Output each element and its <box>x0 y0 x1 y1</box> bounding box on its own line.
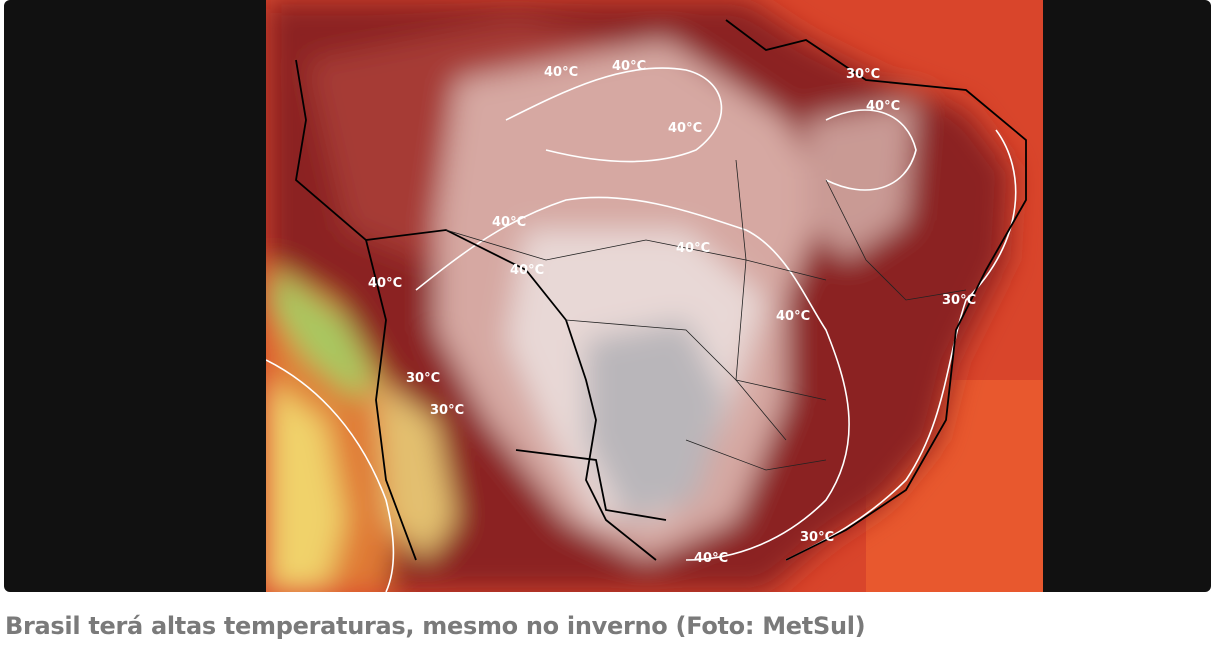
contour-label: 40°C <box>668 121 702 136</box>
borders <box>295 19 1027 561</box>
contour-label: 40°C <box>510 263 544 278</box>
temperature-map: 40°C 40°C 30°C 40°C 40°C 40°C 40°C 40°C 40°C 30°C… <box>266 0 1043 592</box>
contour-labels: 40°C 40°C 30°C 40°C 40°C 40°C 40°C 40°C 40°C 30°C… <box>368 59 976 566</box>
contour-label: 40°C <box>544 65 578 80</box>
contour-label: 40°C <box>368 276 402 291</box>
contour-label: 30°C <box>800 530 834 545</box>
contour-label: 30°C <box>846 67 880 82</box>
contour-label: 40°C <box>492 215 526 230</box>
contour-label: 30°C <box>430 403 464 418</box>
heat-field <box>266 0 1011 592</box>
contour-label: 30°C <box>406 371 440 386</box>
caption: Brasil terá altas temperaturas, mesmo no… <box>5 612 866 640</box>
state-lines <box>445 159 967 471</box>
contour-label: 40°C <box>612 59 646 74</box>
contour-label: 30°C <box>942 293 976 308</box>
contour-label: 40°C <box>694 551 728 566</box>
photo-frame: 40°C 40°C 30°C 40°C 40°C 40°C 40°C 40°C 40°C 30°C… <box>4 0 1211 592</box>
contour-label: 40°C <box>676 241 710 256</box>
contour-label: 40°C <box>866 99 900 114</box>
contour-lines <box>266 67 1017 592</box>
contour-label: 40°C <box>776 309 810 324</box>
